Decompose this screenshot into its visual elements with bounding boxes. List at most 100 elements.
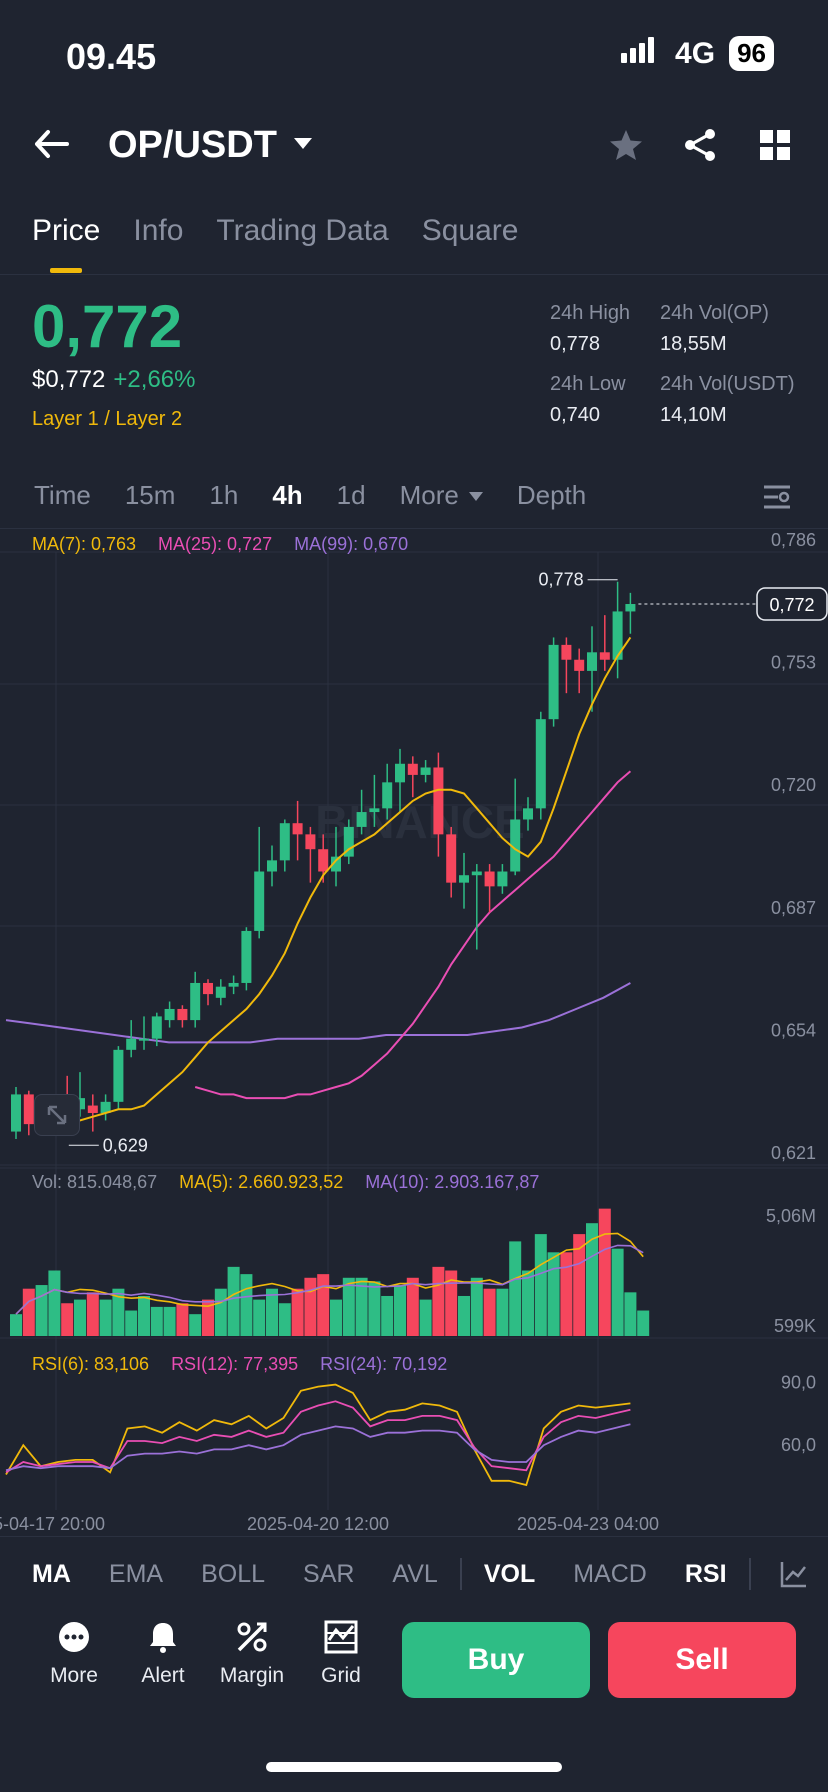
rsi24-polyline — [5, 1423, 631, 1472]
indicator-ema[interactable]: EMA — [108, 1559, 164, 1588]
interval-1d[interactable]: 1d — [336, 480, 366, 510]
candle-body — [203, 982, 213, 995]
tab-trading-data[interactable]: Trading Data — [216, 214, 389, 247]
candle-body — [599, 652, 610, 660]
stat-high: 24h High 0,778 — [550, 302, 630, 356]
vol-ma5-polyline — [15, 1232, 644, 1315]
volume-bar — [342, 1277, 355, 1336]
interval-15m[interactable]: 15m — [124, 480, 176, 510]
tab-info[interactable]: Info — [133, 214, 184, 247]
interval-bar: Time 15m 1h 4h 1d More Depth — [34, 480, 620, 511]
interval-4h[interactable]: 4h — [272, 480, 303, 510]
volume-bar — [48, 1270, 61, 1336]
candle-body — [126, 1038, 137, 1050]
volume-bar — [304, 1277, 317, 1336]
candle-body — [292, 823, 303, 835]
interval-1h[interactable]: 1h — [209, 480, 239, 510]
back-arrow-icon[interactable] — [34, 124, 70, 169]
stat-label: 24h High — [550, 302, 631, 324]
candle-body — [151, 1016, 162, 1039]
status-indicators: 4G 96 — [621, 36, 774, 71]
more-label: More — [50, 1664, 98, 1687]
candle-body — [190, 982, 201, 1021]
chart-settings-icon[interactable] — [762, 484, 792, 515]
active-tab-indicator — [50, 268, 82, 273]
pair-selector[interactable]: OP/USDT — [108, 124, 277, 166]
candles — [11, 581, 636, 1139]
volume-bar — [86, 1292, 99, 1336]
rsi6-legend: RSI(6): 83,106 — [32, 1354, 150, 1374]
candle-body — [420, 767, 431, 775]
candle-body — [343, 826, 354, 857]
indicator-vol[interactable]: VOL — [483, 1559, 536, 1588]
ma7-legend: MA(7): 0,763 — [32, 534, 137, 554]
candle-body — [369, 808, 380, 813]
candle-body — [164, 1008, 175, 1021]
grid-layout-icon[interactable] — [760, 130, 790, 165]
candle-body — [215, 986, 226, 998]
candle-body — [241, 930, 252, 983]
volume-bar — [112, 1288, 125, 1336]
grid-action[interactable]: Grid — [301, 1620, 381, 1688]
divider — [0, 528, 828, 529]
margin-icon — [235, 1620, 269, 1654]
price-axis-label: 0,720 — [771, 775, 816, 795]
candle-body — [548, 644, 559, 720]
interval-more[interactable]: More — [399, 480, 459, 510]
candle-body — [318, 849, 329, 872]
ma-legend: MA(7): 0,763 MA(25): 0,727 MA(99): 0,670 — [32, 534, 408, 555]
volume-bar — [22, 1288, 35, 1336]
volume-bar — [214, 1288, 227, 1336]
star-icon[interactable] — [608, 128, 644, 167]
sell-button[interactable]: Sell — [608, 1622, 796, 1698]
price-axis-label: 0,786 — [771, 530, 816, 550]
alert-action[interactable]: Alert — [123, 1620, 203, 1688]
indicator-settings-icon[interactable] — [780, 1560, 808, 1593]
volume-legend: Vol: 815.048,67 MA(5): 2.660.923,52 MA(1… — [32, 1172, 539, 1193]
volume-bar — [61, 1303, 74, 1336]
share-icon[interactable] — [682, 128, 718, 167]
interval-depth[interactable]: Depth — [516, 480, 587, 510]
more-action[interactable]: More — [34, 1620, 114, 1688]
candle-body — [100, 1101, 111, 1113]
volume-bar — [368, 1281, 381, 1336]
price-axis-label: 0,654 — [771, 1020, 816, 1040]
more-caret-icon[interactable] — [468, 492, 483, 501]
volume-bar — [573, 1234, 586, 1336]
time-axis-label: 25-04-17 20:00 — [0, 1514, 105, 1534]
indicator-ma[interactable]: MA — [32, 1559, 71, 1588]
chevron-down-icon[interactable] — [294, 138, 312, 149]
price-axis-label: 0,753 — [771, 653, 816, 673]
stat-low: 24h Low 0,740 — [550, 373, 626, 427]
margin-action[interactable]: Margin — [212, 1620, 292, 1688]
volume-bar — [445, 1270, 458, 1336]
buy-button[interactable]: Buy — [402, 1622, 590, 1698]
ma25-legend: MA(25): 0,727 — [158, 534, 273, 554]
category-tag[interactable]: Layer 1 / Layer 2 — [32, 408, 183, 430]
indicator-rsi[interactable]: RSI — [684, 1559, 727, 1588]
indicator-avl[interactable]: AVL — [392, 1559, 438, 1588]
stat-value: 0,740 — [550, 404, 601, 426]
bell-icon — [146, 1620, 180, 1654]
grid-bot-icon — [324, 1620, 358, 1654]
indicator-boll[interactable]: BOLL — [201, 1559, 266, 1588]
interval-time[interactable]: Time — [34, 480, 91, 510]
stat-value: 14,10M — [660, 404, 727, 426]
volume-bar — [150, 1306, 163, 1336]
indicator-macd[interactable]: MACD — [573, 1559, 647, 1588]
current-price-label: 0,772 — [769, 595, 814, 615]
candle-body — [574, 659, 585, 671]
signal-icon — [621, 36, 661, 71]
candle-body — [484, 871, 495, 887]
tab-square[interactable]: Square — [421, 214, 519, 247]
price-axis-label: 0,621 — [771, 1143, 816, 1163]
candle-body — [23, 1094, 34, 1125]
indicator-sar[interactable]: SAR — [303, 1559, 355, 1588]
tab-price[interactable]: Price — [32, 214, 101, 247]
volume-bar — [240, 1274, 253, 1336]
rsi12-polyline — [5, 1400, 631, 1474]
expand-chart-icon[interactable] — [34, 1094, 80, 1136]
volume-bar — [99, 1299, 112, 1336]
stat-label: 24h Low — [550, 373, 626, 395]
